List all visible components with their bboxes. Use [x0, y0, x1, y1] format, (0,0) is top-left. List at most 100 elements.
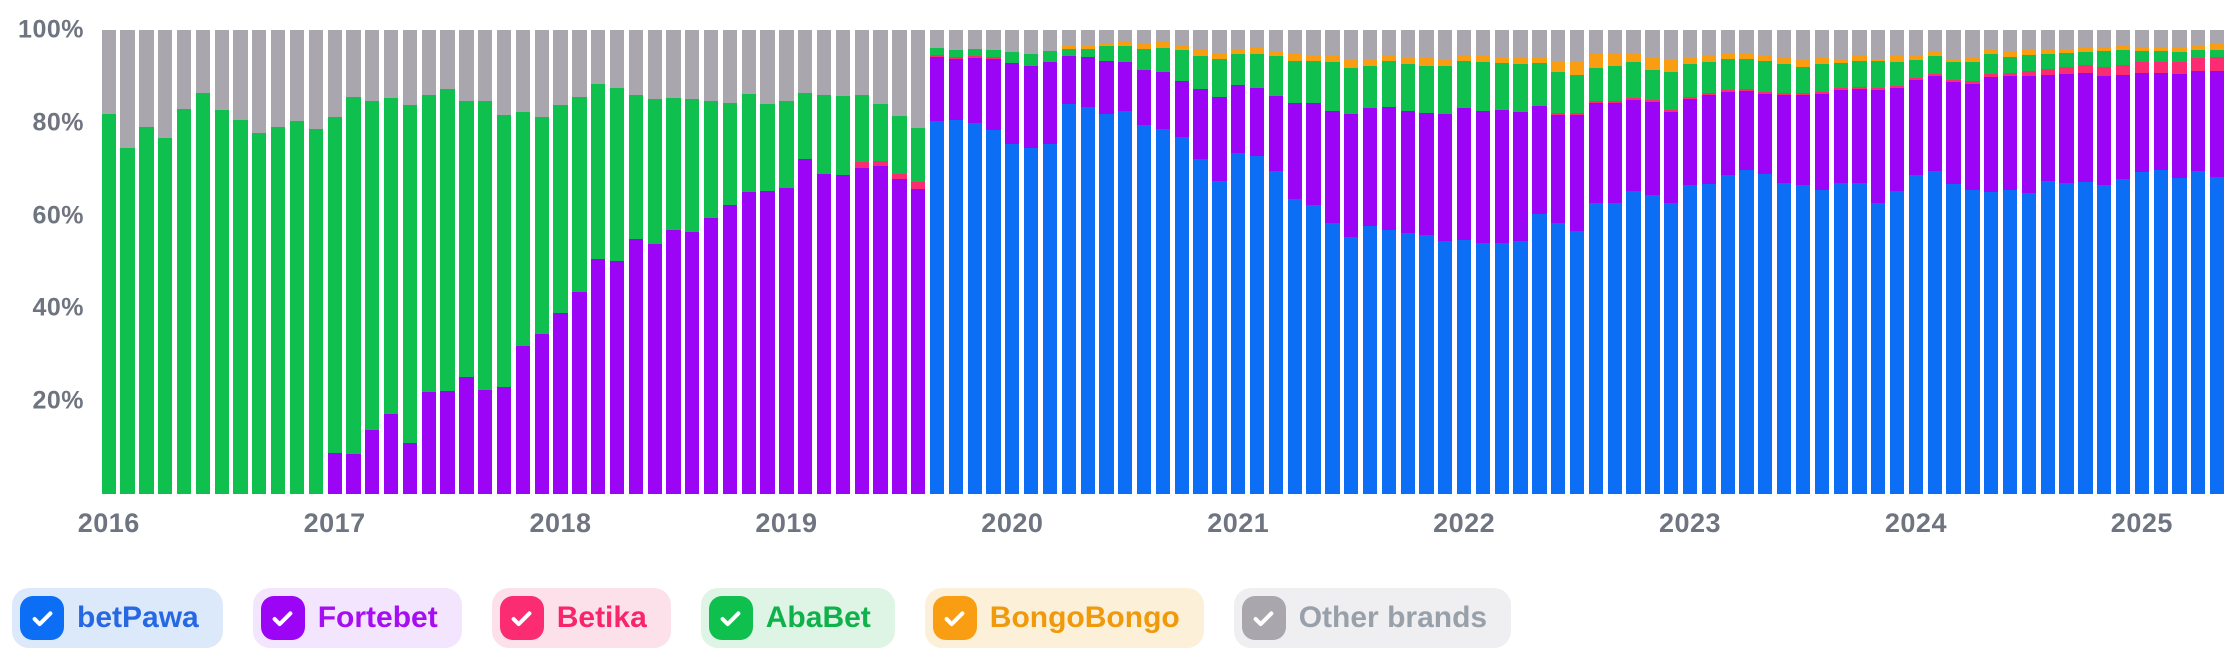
- bar-2023-09[interactable]: [1833, 30, 1848, 494]
- bar-2018-07[interactable]: [666, 30, 681, 494]
- bar-2019-10[interactable]: [948, 30, 964, 494]
- bar-2021-07[interactable]: [1344, 30, 1359, 494]
- bar-2017-08[interactable]: [459, 30, 474, 494]
- bar-2019-03[interactable]: [816, 30, 832, 494]
- bar-2023-07[interactable]: [1795, 30, 1811, 494]
- bar-2018-10[interactable]: [722, 30, 738, 494]
- bar-2024-08[interactable]: [2040, 30, 2055, 494]
- bar-2024-10[interactable]: [2078, 30, 2093, 494]
- bar-2017-01[interactable]: [327, 30, 342, 494]
- bar-2017-02[interactable]: [346, 30, 361, 494]
- bar-2017-10[interactable]: [496, 30, 512, 494]
- bar-2017-06[interactable]: [421, 30, 436, 494]
- bar-2021-11[interactable]: [1419, 30, 1434, 494]
- bar-2022-03[interactable]: [1494, 30, 1509, 494]
- bar-2019-07[interactable]: [892, 30, 907, 494]
- legend-item-fortebet[interactable]: Fortebet: [252, 588, 462, 648]
- checkbox-checked-icon[interactable]: [1241, 596, 1286, 640]
- bar-2023-05[interactable]: [1758, 30, 1773, 494]
- bar-2019-05[interactable]: [854, 30, 869, 494]
- bar-2017-03[interactable]: [365, 30, 380, 494]
- bar-2022-02[interactable]: [1475, 30, 1491, 494]
- bar-2021-09[interactable]: [1381, 30, 1396, 494]
- bar-2021-02[interactable]: [1249, 30, 1265, 494]
- bar-2024-04[interactable]: [1965, 30, 1980, 494]
- bar-2016-02[interactable]: [120, 30, 135, 494]
- bar-2016-05[interactable]: [176, 30, 192, 494]
- bar-2024-07[interactable]: [2021, 30, 2037, 494]
- bar-2017-09[interactable]: [478, 30, 493, 494]
- bar-2024-03[interactable]: [1946, 30, 1961, 494]
- bar-2020-11[interactable]: [1193, 30, 1208, 494]
- bar-2020-04[interactable]: [1061, 30, 1076, 494]
- checkbox-checked-icon[interactable]: [499, 596, 544, 640]
- bar-2021-12[interactable]: [1438, 30, 1453, 494]
- bar-2024-06[interactable]: [2002, 30, 2018, 494]
- legend-item-bongobongo[interactable]: BongoBongo: [924, 588, 1204, 648]
- bar-2019-06[interactable]: [873, 30, 888, 494]
- checkbox-checked-icon[interactable]: [932, 596, 977, 640]
- bar-2018-03[interactable]: [591, 30, 606, 494]
- bar-2019-01[interactable]: [779, 30, 794, 494]
- bar-2020-09[interactable]: [1155, 30, 1171, 494]
- bar-2017-07[interactable]: [440, 30, 455, 494]
- bar-2023-11[interactable]: [1871, 30, 1886, 494]
- checkbox-checked-icon[interactable]: [708, 596, 753, 640]
- bar-2021-04[interactable]: [1287, 30, 1302, 494]
- bar-2022-08[interactable]: [1588, 30, 1604, 494]
- bar-2018-06[interactable]: [647, 30, 662, 494]
- bar-2025-01[interactable]: [2134, 30, 2149, 494]
- bar-2019-09[interactable]: [929, 30, 945, 494]
- bar-2022-09[interactable]: [1607, 30, 1622, 494]
- bar-2024-05[interactable]: [1984, 30, 1999, 494]
- bar-2021-03[interactable]: [1268, 30, 1284, 494]
- bar-2018-12[interactable]: [760, 30, 775, 494]
- bar-2023-03[interactable]: [1720, 30, 1735, 494]
- bar-2016-01[interactable]: [101, 30, 116, 494]
- bar-2025-03[interactable]: [2172, 30, 2187, 494]
- bar-2021-08[interactable]: [1362, 30, 1378, 494]
- bar-2023-12[interactable]: [1889, 30, 1905, 494]
- bar-2024-12[interactable]: [2115, 30, 2131, 494]
- bar-2023-01[interactable]: [1682, 30, 1698, 494]
- bar-2020-07[interactable]: [1118, 30, 1133, 494]
- bar-2018-08[interactable]: [685, 30, 700, 494]
- bar-2016-07[interactable]: [214, 30, 229, 494]
- bar-2019-08[interactable]: [911, 30, 926, 494]
- bar-2024-01[interactable]: [1908, 30, 1924, 494]
- bar-2020-06[interactable]: [1099, 30, 1114, 494]
- bar-2022-04[interactable]: [1513, 30, 1528, 494]
- bar-2022-06[interactable]: [1551, 30, 1566, 494]
- bar-2023-08[interactable]: [1814, 30, 1829, 494]
- bar-2016-11[interactable]: [289, 30, 305, 494]
- bar-2016-08[interactable]: [233, 30, 248, 494]
- bar-2023-04[interactable]: [1739, 30, 1754, 494]
- bar-2016-12[interactable]: [308, 30, 323, 494]
- legend-item-other-brands[interactable]: Other brands: [1233, 588, 1512, 648]
- bar-2016-09[interactable]: [252, 30, 267, 494]
- bar-2023-10[interactable]: [1852, 30, 1867, 494]
- bar-2021-06[interactable]: [1325, 30, 1340, 494]
- bar-2018-09[interactable]: [704, 30, 719, 494]
- checkbox-checked-icon[interactable]: [20, 596, 64, 640]
- bar-2018-01[interactable]: [553, 30, 568, 494]
- bar-2022-12[interactable]: [1664, 30, 1679, 494]
- bar-2022-07[interactable]: [1569, 30, 1585, 494]
- bar-2021-05[interactable]: [1306, 30, 1321, 494]
- bar-2016-04[interactable]: [158, 30, 173, 494]
- bar-2020-03[interactable]: [1042, 30, 1058, 494]
- bar-2017-11[interactable]: [515, 30, 531, 494]
- checkbox-checked-icon[interactable]: [260, 596, 305, 640]
- bar-2020-12[interactable]: [1212, 30, 1227, 494]
- bar-2022-10[interactable]: [1626, 30, 1641, 494]
- bar-2017-05[interactable]: [402, 30, 418, 494]
- bar-2021-01[interactable]: [1231, 30, 1246, 494]
- bar-2024-02[interactable]: [1927, 30, 1942, 494]
- legend-item-betpawa[interactable]: betPawa: [12, 588, 223, 648]
- bar-2019-12[interactable]: [986, 30, 1001, 494]
- bar-2021-10[interactable]: [1400, 30, 1415, 494]
- bar-2023-02[interactable]: [1701, 30, 1717, 494]
- bar-2018-05[interactable]: [628, 30, 643, 494]
- bar-2018-04[interactable]: [609, 30, 625, 494]
- bar-2019-02[interactable]: [798, 30, 813, 494]
